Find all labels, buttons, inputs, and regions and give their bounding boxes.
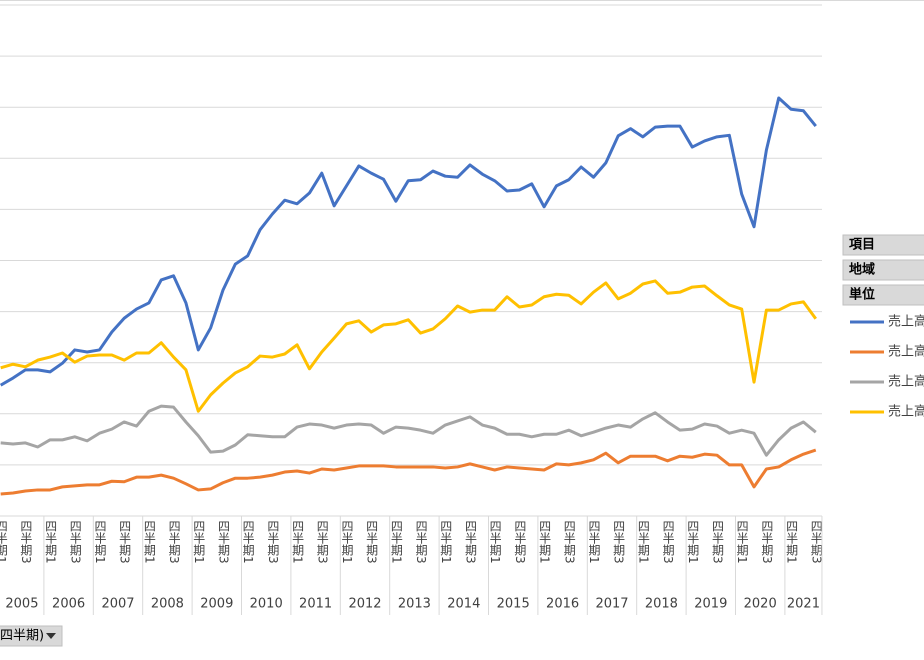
x-tick-label: 四半期1 xyxy=(192,520,206,564)
x-group-label: 2017 xyxy=(595,597,628,612)
x-group-label: 2010 xyxy=(250,597,283,612)
x-tick-label: 四半期1 xyxy=(291,520,305,564)
series-line xyxy=(0,404,817,457)
legend-label: 売上高 xyxy=(888,344,924,360)
x-tick-label: 四半期1 xyxy=(44,520,58,564)
x-group-label: 2012 xyxy=(348,597,381,612)
x-tick-label: 四半期1 xyxy=(735,520,749,564)
x-tick-label: 四半期3 xyxy=(661,520,675,564)
x-tick-label: 四半期1 xyxy=(340,520,354,564)
x-tick-label: 四半期1 xyxy=(488,520,502,564)
x-tick-label: 四半期3 xyxy=(562,520,576,564)
series-line xyxy=(0,279,817,413)
x-tick-label: 四半期3 xyxy=(167,520,181,564)
x-tick-label: 四半期3 xyxy=(760,520,774,564)
x-group-label: 2008 xyxy=(151,597,184,612)
legend-label: 売上高 xyxy=(888,374,924,390)
x-tick-label: 四半期3 xyxy=(315,520,329,564)
x-group-label: 2007 xyxy=(101,597,134,612)
x-tick-label: 四半期1 xyxy=(142,520,156,564)
x-tick-label: 四半期1 xyxy=(439,520,453,564)
x-tick-label: 四半期3 xyxy=(68,520,82,564)
x-tick-label: 四半期1 xyxy=(686,520,700,564)
button-label[interactable]: 四半期) xyxy=(0,629,44,644)
x-tick-label: 四半期1 xyxy=(241,520,255,564)
x-group-label: 2009 xyxy=(200,597,233,612)
button-bg[interactable] xyxy=(0,625,63,647)
x-tick-label: 四半期1 xyxy=(93,520,107,564)
x-group-label: 2013 xyxy=(398,597,431,612)
x-group-label: 2011 xyxy=(299,597,332,612)
x-tick-label: 四半期3 xyxy=(365,520,379,564)
x-tick-label: 四半期3 xyxy=(118,520,132,564)
legend-field-button[interactable] xyxy=(842,259,924,281)
legend-label: 売上高 xyxy=(888,314,924,330)
series-line xyxy=(0,96,817,387)
x-group-label: 2006 xyxy=(52,597,85,612)
legend-field-button[interactable] xyxy=(842,284,924,306)
x-tick-label: 四半期3 xyxy=(513,520,527,564)
x-group-label: 2021 xyxy=(787,597,820,612)
legend-label: 売上高 xyxy=(888,404,924,420)
x-group-label: 2005 xyxy=(5,597,38,612)
x-tick-label: 四半期1 xyxy=(785,520,799,564)
x-group-label: 2014 xyxy=(447,597,480,612)
x-tick-label: 四半期1 xyxy=(0,520,8,564)
x-group-label: 2015 xyxy=(497,597,530,612)
x-field-button[interactable]: 四半期) xyxy=(0,625,63,647)
x-tick-label: 四半期3 xyxy=(463,520,477,564)
x-tick-label: 四半期1 xyxy=(538,520,552,564)
x-tick-label: 四半期3 xyxy=(266,520,280,564)
x-tick-label: 四半期3 xyxy=(612,520,626,564)
x-tick-label: 四半期3 xyxy=(414,520,428,564)
legend-field-button[interactable] xyxy=(842,234,924,256)
legend-field-label[interactable]: 単位 xyxy=(849,287,875,303)
x-group-label: 2016 xyxy=(546,597,579,612)
x-tick-label: 四半期3 xyxy=(710,520,724,564)
x-tick-label: 四半期1 xyxy=(389,520,403,564)
series-line xyxy=(0,448,817,496)
x-group-label: 2018 xyxy=(645,597,678,612)
x-group-label: 2019 xyxy=(694,597,727,612)
x-tick-label: 四半期3 xyxy=(216,520,230,564)
legend-field-label[interactable]: 地域 xyxy=(849,262,875,278)
x-tick-label: 四半期1 xyxy=(587,520,601,564)
x-tick-label: 四半期3 xyxy=(809,520,823,564)
legend-field-label[interactable]: 項目 xyxy=(849,238,875,253)
x-tick-label: 四半期3 xyxy=(19,520,33,564)
dropdown-arrow[interactable] xyxy=(46,633,56,639)
x-tick-label: 四半期1 xyxy=(636,520,650,564)
x-group-label: 2020 xyxy=(744,597,777,612)
